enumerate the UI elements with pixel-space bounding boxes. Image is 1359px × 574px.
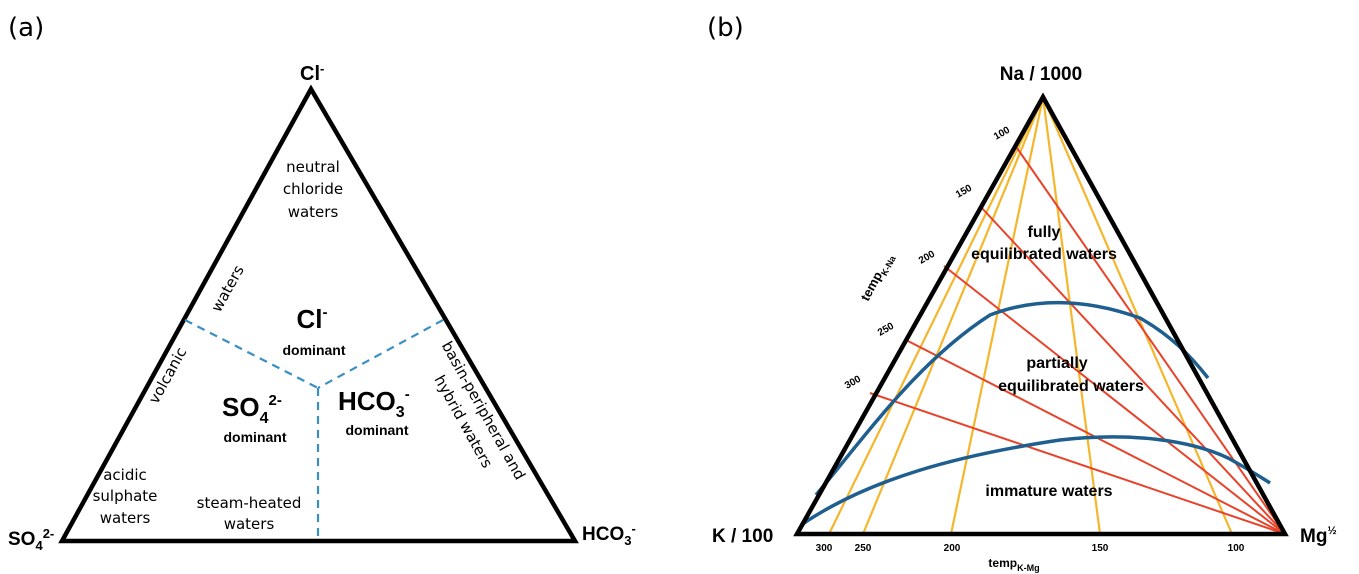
region-hco3-dominant: dominant [346,422,409,438]
vertex-k: K / 100 [712,526,773,547]
bottom-tick: 250 [855,543,872,554]
region-fully-equilibrated: fully equilibrated waters [971,224,1117,263]
region-so4-dominant: dominant [224,429,287,445]
svg-text:acidic: acidic [103,466,147,484]
left-axis-title: tempK-Na [857,250,898,305]
bottom-tick: 100 [1228,543,1245,554]
left-tick: 150 [954,183,974,201]
region-partially-equilibrated: partially equilibrated waters [998,355,1144,395]
vertex-na: Na / 1000 [1000,64,1082,85]
left-tick: 100 [992,125,1012,143]
left-tick: 300 [843,374,863,392]
bottom-tick: 300 [816,543,833,554]
vertex-hco3: HCO3- [582,521,636,548]
svg-text:equilibrated waters: equilibrated waters [971,246,1117,263]
region-acidic-sulphate: acidic sulphate waters [93,466,158,527]
panel-b-kna-isotherms [869,147,1286,535]
bottom-axis-title: tempK-Mg [988,556,1039,573]
region-so4-title: SO42- [222,392,282,427]
partial-equilibrium-curve [800,435,1271,527]
svg-text:steam-heated: steam-heated [197,494,302,512]
region-immature: immature waters [985,483,1112,500]
svg-text:equilibrated waters: equilibrated waters [998,378,1144,395]
panel-a-dashed-boundaries [184,319,444,541]
region-neutral-chloride: neutral chloride waters [283,158,343,221]
svg-text:waters: waters [100,509,151,527]
panel-a-label: (a) [8,13,44,43]
bottom-tick: 200 [944,543,961,554]
svg-text:fully: fully [1028,224,1061,241]
region-hco3-title: HCO3- [338,386,410,421]
svg-text:waters: waters [288,203,339,221]
bottom-tick: 150 [1092,543,1109,554]
panel-a-triangle [58,84,579,544]
bottom-axis-ticks: 300 250 200 150 100 [816,543,1245,554]
svg-text:neutral: neutral [286,158,340,176]
vertex-mg: Mg½ [1300,525,1337,547]
svg-text:sulphate: sulphate [93,487,158,505]
panel-b-kmg-isotherms [828,96,1234,535]
region-steam-heated: steam-heated waters [197,494,302,533]
vertex-cl: Cl- [300,61,324,85]
left-tick: 250 [876,321,896,339]
panel-b-triangle [793,92,1289,537]
left-tick: 200 [917,249,937,267]
svg-text:waters: waters [224,515,275,533]
region-cl-dominant: dominant [283,342,346,358]
panel-b-equilibrium-curves [800,300,1271,527]
svg-text:chloride: chloride [283,180,343,198]
vertex-so4: SO42- [8,526,54,553]
full-equilibrium-curve [814,300,1210,497]
region-cl-title: Cl- [297,304,328,334]
panel-b-label: (b) [707,13,744,43]
svg-text:partially: partially [1026,355,1087,372]
